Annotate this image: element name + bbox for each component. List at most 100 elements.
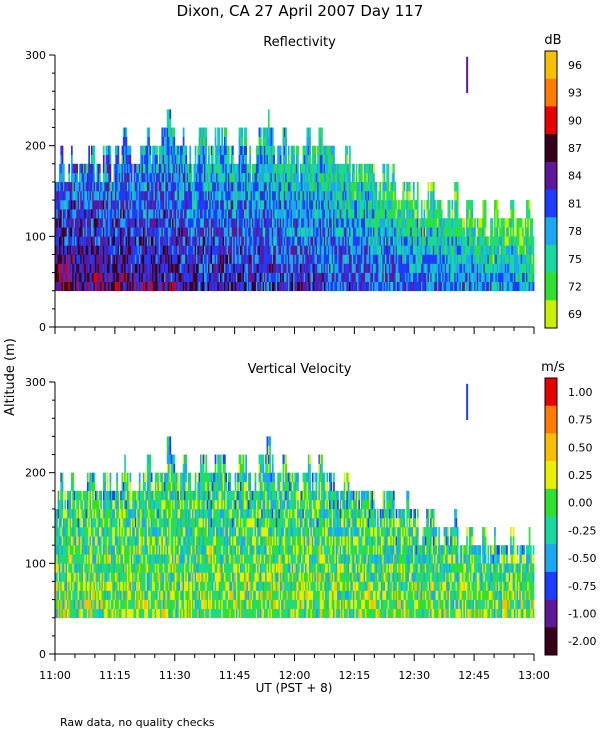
data-cell	[313, 181, 315, 192]
data-cell	[133, 163, 136, 174]
data-cell	[494, 272, 496, 282]
data-cell	[482, 272, 484, 282]
data-cell	[114, 172, 117, 183]
data-cell	[307, 236, 310, 246]
data-cell	[314, 254, 317, 264]
data-cell	[378, 236, 381, 246]
data-cell	[365, 263, 367, 273]
data-cell	[86, 254, 89, 264]
data-cell	[239, 163, 242, 174]
data-cell	[403, 281, 406, 292]
data-cell	[262, 227, 265, 237]
data-cell	[355, 191, 358, 201]
data-cell	[97, 245, 100, 255]
data-cell	[273, 181, 275, 192]
data-cell	[334, 181, 337, 192]
data-cell	[124, 163, 126, 174]
data-cell	[177, 272, 180, 282]
data-cell	[222, 163, 225, 174]
footnote: Raw data, no quality checks	[60, 716, 215, 729]
data-cell	[518, 236, 520, 246]
data-cell	[230, 209, 233, 219]
data-cell	[223, 181, 226, 192]
data-cell	[307, 227, 310, 237]
data-cell	[291, 263, 294, 273]
data-cell	[57, 236, 60, 246]
data-cell	[283, 181, 286, 192]
data-cell	[299, 245, 302, 255]
data-cell	[459, 254, 462, 264]
data-cell	[136, 181, 138, 192]
data-cell	[420, 245, 423, 255]
data-cell	[129, 281, 132, 292]
data-cell	[145, 154, 148, 165]
data-cell	[122, 245, 125, 255]
data-cell	[180, 145, 182, 156]
data-cell	[482, 263, 484, 273]
data-cell	[178, 272, 181, 282]
data-cell	[361, 254, 363, 264]
data-cell	[458, 272, 460, 282]
data-cell	[262, 218, 265, 228]
data-cell	[251, 191, 254, 201]
y-tick-label: 0	[39, 321, 46, 334]
data-cell	[189, 181, 192, 192]
data-cell	[208, 172, 210, 183]
data-cell	[253, 281, 255, 292]
data-cell	[299, 218, 302, 228]
data-cell	[174, 163, 177, 174]
data-cell	[486, 272, 488, 282]
data-cell	[257, 209, 259, 219]
data-cell	[279, 254, 282, 264]
data-cell	[218, 200, 221, 210]
data-cell	[387, 218, 390, 228]
data-cell	[498, 272, 500, 282]
data-cell	[57, 218, 60, 228]
data-cell	[85, 227, 88, 237]
data-cell	[291, 209, 294, 219]
data-cell	[400, 236, 403, 246]
data-cell	[229, 209, 232, 219]
data-cell	[106, 254, 109, 264]
data-cell	[416, 281, 419, 292]
data-cell	[357, 227, 359, 237]
data-cell	[85, 236, 88, 246]
data-cell	[126, 281, 129, 292]
data-cell	[484, 272, 487, 282]
data-cell	[197, 200, 200, 210]
data-cell	[326, 272, 329, 282]
data-cell	[285, 172, 287, 183]
data-cell	[212, 218, 214, 228]
data-cell	[490, 218, 492, 228]
data-cell	[286, 227, 289, 237]
data-cell	[169, 136, 172, 146]
data-cell	[404, 218, 407, 228]
data-cell	[330, 254, 333, 264]
data-cell	[305, 172, 307, 183]
data-cell	[395, 227, 398, 237]
data-cell	[213, 209, 216, 219]
data-cell	[492, 254, 495, 264]
data-cell	[498, 236, 500, 246]
data-cell	[70, 163, 73, 174]
data-cell	[458, 281, 460, 292]
data-cell	[526, 218, 528, 228]
data-cell	[293, 227, 295, 237]
data-cell	[198, 227, 201, 237]
data-cell	[416, 263, 419, 273]
data-cell	[297, 181, 299, 192]
data-cell	[362, 181, 365, 192]
data-cell	[196, 236, 198, 246]
data-cell	[492, 236, 495, 246]
data-cell	[184, 191, 186, 201]
data-cell	[426, 200, 428, 210]
data-cell	[205, 191, 208, 201]
data-cell	[55, 572, 57, 582]
data-cell	[76, 191, 79, 201]
data-cell	[239, 218, 242, 228]
data-cell	[217, 172, 220, 183]
data-cell	[415, 263, 418, 273]
data-cell	[72, 191, 75, 201]
data-cell	[371, 181, 374, 192]
data-cell	[380, 200, 383, 210]
